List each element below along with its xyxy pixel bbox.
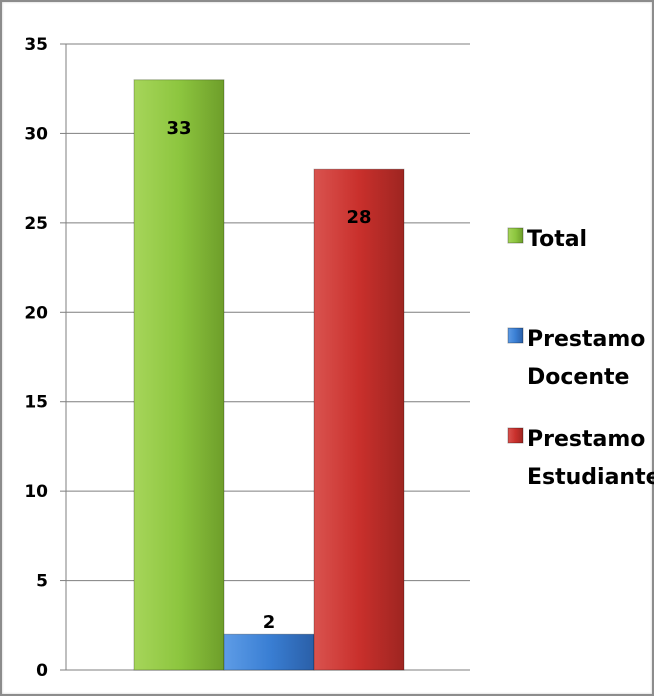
legend-swatch — [507, 427, 524, 444]
legend-label: Prestamo — [527, 327, 645, 352]
data-label: 28 — [346, 207, 371, 228]
bars: 33 2 28 — [133, 79, 405, 671]
legend-item: Prestamo Docente — [507, 327, 645, 390]
legend-label: Estudiante — [527, 465, 654, 490]
y-tick-label: 20 — [24, 303, 48, 323]
gridlines — [66, 43, 470, 671]
legend-swatch — [507, 327, 524, 344]
data-label: 33 — [166, 118, 191, 139]
legend-label: Prestamo — [527, 427, 645, 452]
bar-prestamo-docente — [223, 633, 315, 671]
y-tick-label: 30 — [24, 124, 48, 144]
legend-swatch — [507, 227, 524, 244]
y-tick-label: 35 — [24, 35, 48, 55]
y-tick-label: 15 — [24, 393, 48, 413]
legend-label: Total — [527, 227, 587, 252]
legend-item: Prestamo Estudiante — [507, 427, 654, 490]
legend-item: Total — [507, 227, 587, 252]
legend-label: Docente — [527, 365, 629, 390]
y-tick-label: 0 — [36, 661, 48, 681]
bar-total — [133, 79, 225, 671]
y-tick-label: 10 — [24, 482, 48, 502]
y-axis: 0 5 10 15 20 25 30 35 — [24, 35, 67, 681]
y-tick-label: 25 — [24, 214, 48, 234]
bar-prestamo-estudiante — [313, 168, 405, 671]
data-label: 2 — [263, 612, 276, 633]
y-tick-label: 5 — [36, 572, 48, 592]
legend: Total Prestamo Docente Prestamo Estudiante — [507, 227, 654, 490]
